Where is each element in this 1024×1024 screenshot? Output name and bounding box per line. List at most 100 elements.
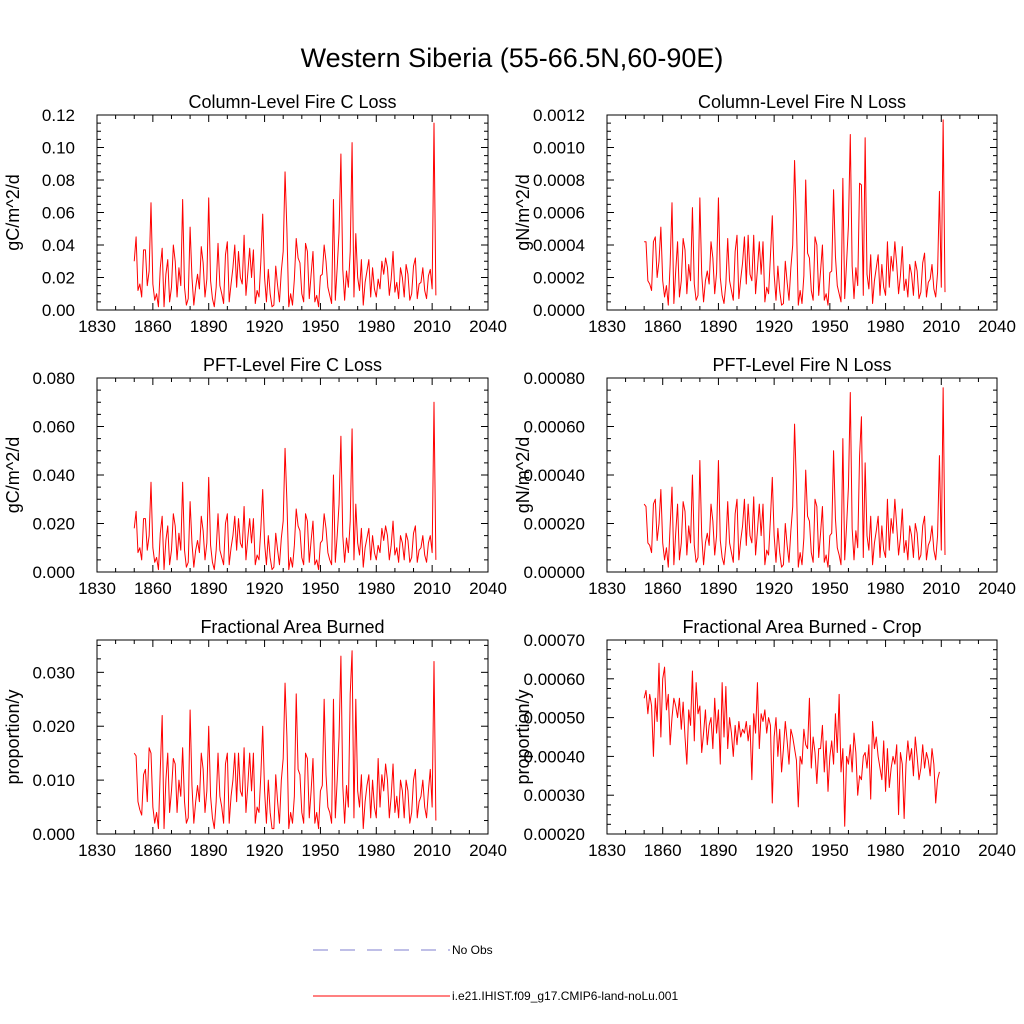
x-tick-label: 2040 [978,317,1016,336]
x-tick-label: 1830 [78,317,116,336]
x-tick-label: 1860 [644,317,682,336]
x-tick-label: 1890 [700,579,738,598]
x-tick-label: 2010 [922,841,960,860]
x-tick-label: 2040 [469,841,507,860]
y-tick-label: 0.00 [42,301,75,320]
x-tick-label: 1860 [644,841,682,860]
y-tick-label: 0.08 [42,171,75,190]
y-tick-label: 0.00060 [524,418,585,437]
legend: No Obs i.e21.IHIST.f09_g17.CMIP6-land-no… [313,943,678,1003]
legend-item-model: i.e21.IHIST.f09_g17.CMIP6-land-noLu.001 [313,989,678,1003]
x-tick-label: 1950 [811,841,849,860]
series-line [644,119,946,306]
series-line [133,122,437,308]
y-tick-label: 0.00060 [524,670,585,689]
x-tick-label: 1920 [755,317,793,336]
x-tick-label: 1830 [78,579,116,598]
y-tick-label: 0.00030 [524,786,585,805]
panel-title: PFT-Level Fire N Loss [712,355,891,375]
legend-label-model: i.e21.IHIST.f09_g17.CMIP6-land-noLu.001 [452,989,678,1003]
x-tick-label: 1890 [700,841,738,860]
x-tick-label: 1980 [357,317,395,336]
plot-frame [96,377,489,573]
chart-panel-1: Column-Level Fire C Loss gC/m^2/d 1830 1860… [3,92,507,336]
x-tick-label: 1980 [867,841,905,860]
panel-title: PFT-Level Fire C Loss [203,355,382,375]
x-tick-label: 1890 [190,841,228,860]
x-tick-label: 1980 [867,317,905,336]
x-tick-label: 2010 [922,579,960,598]
x-tick-label: 1920 [755,841,793,860]
legend-item-obs: No Obs [313,943,493,957]
plot-frame [96,639,489,835]
y-tick-label: 0.00080 [524,369,585,388]
figure-title: Western Siberia (55-66.5N,60-90E) [301,43,724,73]
y-axis-label: proportion/y [3,689,23,784]
x-tick-label: 2040 [469,317,507,336]
y-axis-label: gN/m^2/d [513,174,533,250]
y-tick-label: 0.00070 [524,631,585,650]
y-axis-label: gC/m^2/d [3,437,23,513]
x-tick-label: 1920 [755,579,793,598]
x-tick-label: 1920 [246,579,284,598]
y-tick-label: 0.020 [32,515,75,534]
x-tick-label: 1950 [302,579,340,598]
x-tick-label: 2010 [413,841,451,860]
x-tick-label: 1920 [246,841,284,860]
series-line [133,650,437,830]
x-tick-label: 1890 [190,579,228,598]
x-tick-label: 1920 [246,317,284,336]
x-tick-label: 2010 [922,317,960,336]
y-axis-label: gC/m^2/d [3,174,23,250]
x-tick-label: 1830 [588,579,626,598]
y-tick-label: 0.010 [32,771,75,790]
y-tick-label: 0.04 [42,236,75,255]
x-tick-label: 1890 [190,317,228,336]
y-tick-label: 0.12 [42,106,75,125]
legend-label-obs: No Obs [452,943,493,957]
y-axis-label: gN/m^2/d [513,437,533,513]
x-tick-label: 1950 [811,579,849,598]
x-tick-label: 1980 [357,841,395,860]
y-tick-label: 0.00020 [524,515,585,534]
y-tick-label: 0.0012 [533,106,585,125]
y-tick-label: 0.080 [32,369,75,388]
y-tick-label: 0.030 [32,663,75,682]
y-tick-label: 0.00000 [524,563,585,582]
x-tick-label: 1890 [700,317,738,336]
y-tick-label: 0.06 [42,204,75,223]
chart-panel-4: PFT-Level Fire N Loss gN/m^2/d 1830 1860 189… [513,355,1016,598]
x-tick-label: 2010 [413,317,451,336]
y-tick-label: 0.00020 [524,825,585,844]
series-line [643,662,940,827]
panel-title: Column-Level Fire C Loss [188,92,396,112]
y-tick-label: 0.020 [32,717,75,736]
panel-title: Fractional Area Burned [200,617,384,637]
panel-title: Fractional Area Burned - Crop [682,617,921,637]
x-tick-label: 1830 [78,841,116,860]
series-line [133,401,437,571]
x-tick-label: 2010 [413,579,451,598]
panel-title: Column-Level Fire N Loss [698,92,906,112]
x-tick-label: 2040 [469,579,507,598]
x-tick-label: 1830 [588,317,626,336]
y-tick-label: 0.10 [42,139,75,158]
y-tick-label: 0.000 [32,825,75,844]
y-tick-label: 0.060 [32,418,75,437]
x-tick-label: 1860 [134,579,172,598]
x-tick-label: 2040 [978,841,1016,860]
chart-panel-6: Fractional Area Burned - Crop proportion/… [513,617,1016,860]
y-tick-label: 0.0004 [533,236,585,255]
y-tick-label: 0.000 [32,563,75,582]
chart-panel-5: Fractional Area Burned proportion/y 1830 18… [3,617,507,860]
x-tick-label: 1860 [134,317,172,336]
panels-group: Column-Level Fire C Loss gC/m^2/d 1830 1860… [3,92,1016,860]
chart-panel-3: PFT-Level Fire C Loss gC/m^2/d 1830 1860 189… [3,355,507,598]
x-tick-label: 1950 [811,317,849,336]
x-tick-label: 2040 [978,579,1016,598]
x-tick-label: 1830 [588,841,626,860]
y-tick-label: 0.0010 [533,139,585,158]
y-tick-label: 0.0000 [533,301,585,320]
x-tick-label: 1860 [644,579,682,598]
